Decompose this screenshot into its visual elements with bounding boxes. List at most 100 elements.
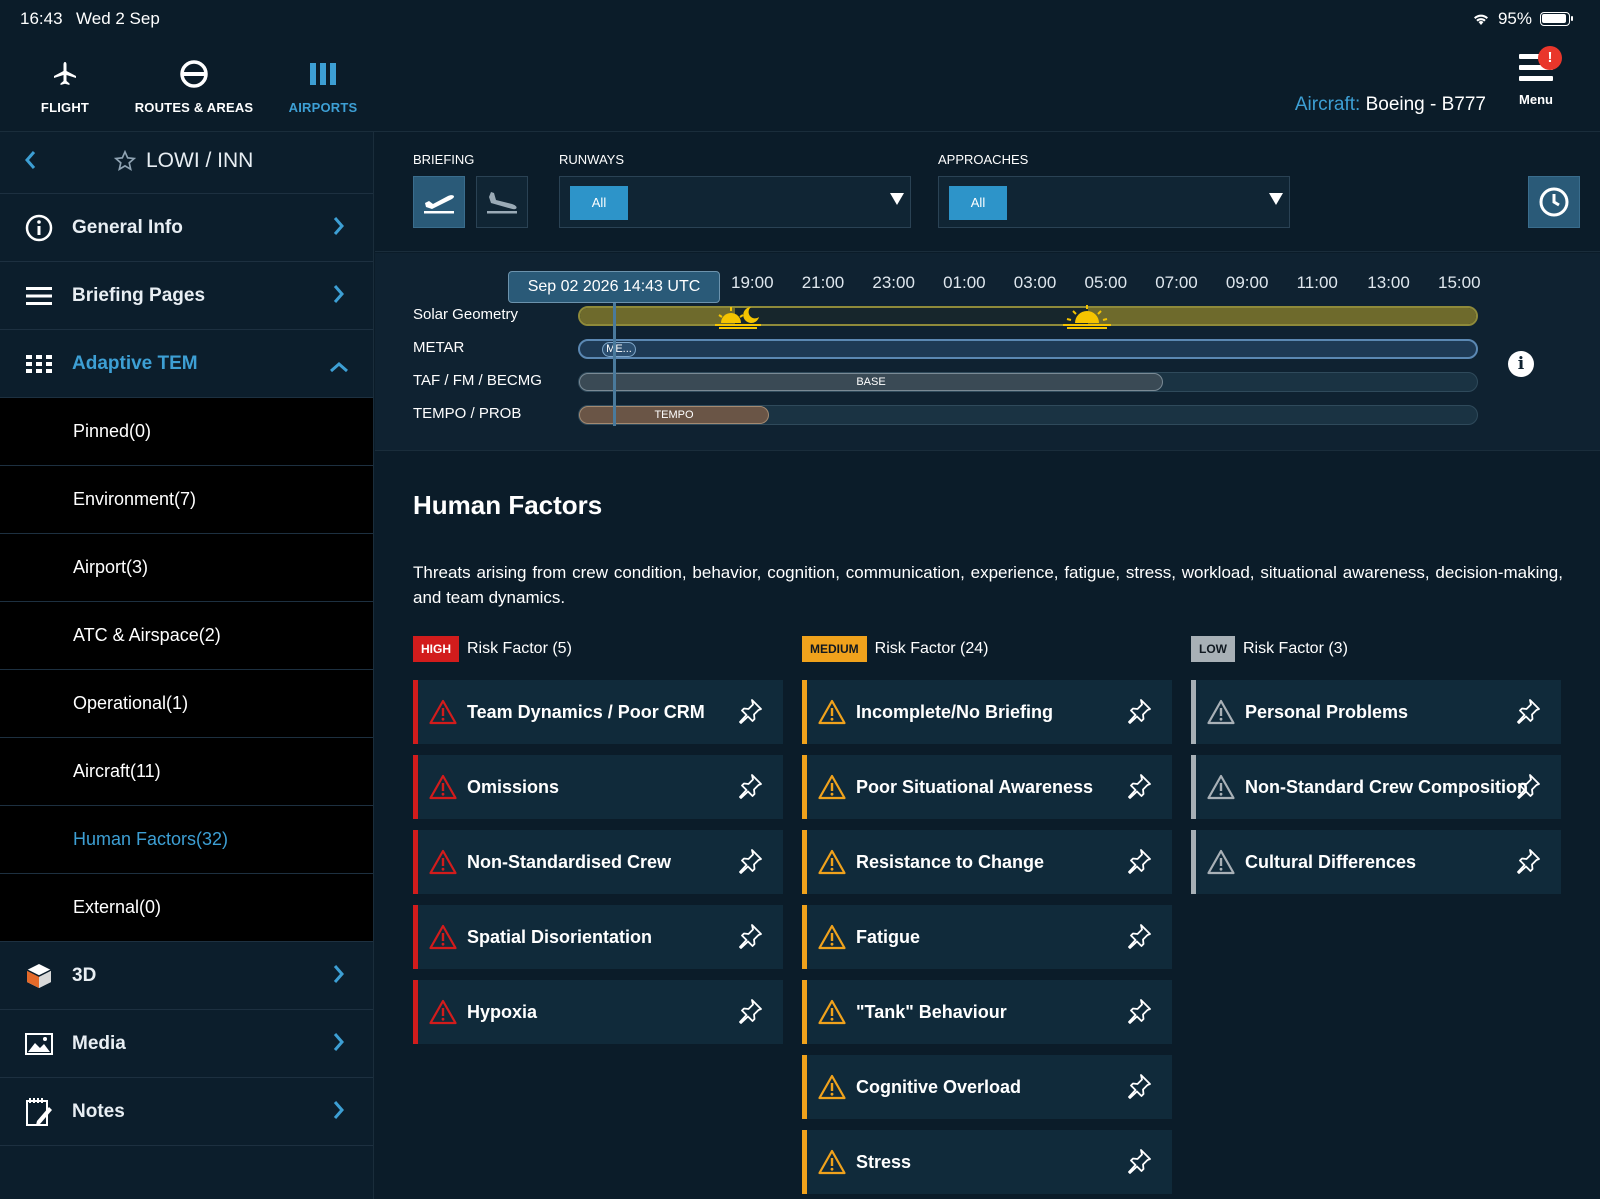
pin-button[interactable] [1515,848,1541,879]
metar-chip[interactable]: ME... [602,342,636,357]
tab-routes-areas[interactable]: ROUTES & AREAS [134,58,254,115]
sidebar-subitem[interactable]: ATC & Airspace(2) [0,602,373,670]
info-icon[interactable]: i [1508,351,1534,377]
time-button[interactable] [1528,176,1580,228]
runways-dropdown[interactable]: All [559,176,911,228]
airport-code: LOWI / INN [146,149,254,172]
risk-card[interactable]: Resistance to Change [802,830,1172,894]
pin-button[interactable] [1126,1073,1152,1104]
departure-button[interactable] [413,176,465,228]
menu-button[interactable]: ! Menu [1506,46,1566,107]
metar-track[interactable]: ME... [578,339,1478,359]
sidebar-item-briefing-pages[interactable]: Briefing Pages [0,262,373,330]
sidebar-item-general-info[interactable]: General Info [0,194,373,262]
risk-header-high: HIGH Risk Factor (5) [413,636,783,662]
risk-card[interactable]: Team Dynamics / Poor CRM [413,680,783,744]
pin-icon [1128,1149,1151,1174]
warning-icon [818,924,846,950]
pin-button[interactable] [1126,698,1152,729]
pin-button[interactable] [737,848,763,879]
sidebar-item-notes[interactable]: Notes [0,1078,373,1146]
pin-icon [739,699,762,724]
risk-card-title: Fatigue [856,926,921,947]
warning-icon [1207,699,1235,725]
aircraft-selector[interactable]: Aircraft: Boeing - B777 [1295,94,1486,116]
taf-base-chip[interactable]: BASE [579,373,1163,391]
sidebar-subitem[interactable]: External(0) [0,874,373,942]
warning-icon [429,999,457,1025]
sidebar-subitem[interactable]: Environment(7) [0,466,373,534]
back-button[interactable] [24,150,36,176]
menu-label: Menu [1519,92,1553,107]
pin-icon [739,924,762,949]
risk-card[interactable]: Incomplete/No Briefing [802,680,1172,744]
pin-button[interactable] [1126,998,1152,1029]
pin-button[interactable] [737,923,763,954]
pin-button[interactable] [1515,773,1541,804]
risk-card[interactable]: Poor Situational Awareness [802,755,1172,819]
risk-level-bar [1191,680,1196,744]
risk-level-bar [413,980,418,1044]
risk-card[interactable]: Spatial Disorientation [413,905,783,969]
risk-column-high: HIGH Risk Factor (5) Team Dynamics / Poo… [413,636,783,1044]
risk-card[interactable]: Fatigue [802,905,1172,969]
image-icon [25,1032,53,1055]
pin-button[interactable] [737,698,763,729]
risk-level-bar [802,830,807,894]
risk-card[interactable]: Cultural Differences [1191,830,1561,894]
pin-icon [1517,849,1540,874]
pin-button[interactable] [1126,848,1152,879]
sidebar-item-3d[interactable]: 3D [0,942,373,1010]
taf-track[interactable]: BASE [578,372,1478,392]
risk-card[interactable]: Personal Problems [1191,680,1561,744]
tempo-chip[interactable]: TEMPO [579,406,769,424]
sidebar-subitem[interactable]: Pinned(0) [0,398,373,466]
filter-controls: BRIEFING RUNWAYS All APPROACHES All [375,132,1600,252]
sidebar-subitem[interactable]: Operational(1) [0,670,373,738]
airports-icon [310,63,336,85]
warning-icon [818,849,846,875]
sidebar-subitem[interactable]: Human Factors(32) [0,806,373,874]
sidebar-item-media[interactable]: Media [0,1010,373,1078]
route-icon [180,60,208,88]
warning-icon [818,774,846,800]
now-indicator-label[interactable]: Sep 02 2026 14:43 UTC [508,271,720,303]
risk-card[interactable]: Stress [802,1130,1172,1194]
approaches-dropdown[interactable]: All [938,176,1290,228]
pin-button[interactable] [737,998,763,1029]
warning-icon [818,699,846,725]
risk-level-bar [413,755,418,819]
tab-routes-label: ROUTES & AREAS [134,100,254,115]
pin-icon [1128,999,1151,1024]
star-icon[interactable] [114,150,136,172]
clock-icon [1539,187,1569,217]
risk-card[interactable]: Non-Standard Crew Composition [1191,755,1561,819]
risk-card[interactable]: Hypoxia [413,980,783,1044]
now-indicator-line[interactable] [613,302,616,426]
tab-flight[interactable]: FLIGHT [38,58,92,115]
solar-track[interactable] [578,306,1478,326]
risk-card[interactable]: "Tank" Behaviour [802,980,1172,1044]
chevron-right-icon [333,965,344,983]
info-icon [25,214,53,241]
pin-button[interactable] [737,773,763,804]
pin-button[interactable] [1515,698,1541,729]
pin-icon [1128,774,1151,799]
risk-level-bar [802,680,807,744]
pin-button[interactable] [1126,773,1152,804]
risk-column-low: LOW Risk Factor (3) Personal Problems Non… [1191,636,1561,894]
takeoff-icon [424,195,454,214]
arrival-button[interactable] [476,176,528,228]
risk-card[interactable]: Cognitive Overload [802,1055,1172,1119]
pin-button[interactable] [1126,923,1152,954]
sidebar-subitem[interactable]: Airport(3) [0,534,373,602]
risk-card[interactable]: Non-Standardised Crew [413,830,783,894]
sidebar-item-label: Media [72,1032,126,1054]
risk-card[interactable]: Omissions [413,755,783,819]
tab-airports[interactable]: AIRPORTS [288,58,358,115]
tempo-track[interactable]: TEMPO [578,405,1478,425]
sidebar-item-adaptive-tem[interactable]: Adaptive TEM [0,330,373,398]
risk-card-title: Cultural Differences [1245,851,1417,872]
sidebar-subitem[interactable]: Aircraft(11) [0,738,373,806]
pin-button[interactable] [1126,1148,1152,1179]
